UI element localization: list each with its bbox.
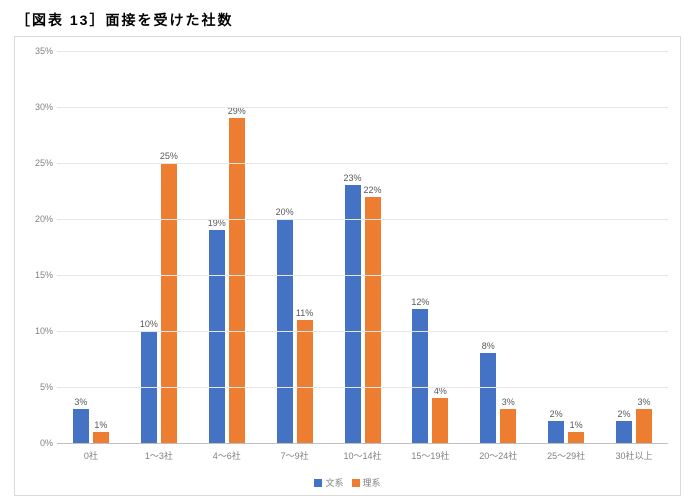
grid-line [57, 51, 668, 52]
x-axis-label: 7～9社 [281, 449, 309, 462]
bar-value-label: 12% [405, 297, 435, 307]
bars-layer: 3%1%10%25%19%29%20%11%23%22%12%4%8%3%2%1… [57, 51, 668, 443]
bar-value-label: 8% [473, 341, 503, 351]
bar [500, 409, 516, 443]
bar-value-label: 1% [86, 420, 116, 430]
x-axis-label: 4～6社 [213, 449, 241, 462]
bar-value-label: 23% [338, 173, 368, 183]
legend: 文系 理系 [15, 476, 680, 489]
grid-line [57, 387, 668, 388]
bar-value-label: 11% [290, 308, 320, 318]
x-axis-label: 10～14社 [343, 449, 381, 462]
legend-label: 文系 [325, 478, 343, 488]
bar-value-label: 20% [270, 207, 300, 217]
bar-value-label: 2% [609, 409, 639, 419]
y-axis-label: 30% [23, 102, 53, 112]
bar [229, 118, 245, 443]
bar-value-label: 25% [154, 151, 184, 161]
x-axis-label: 1～3社 [145, 449, 173, 462]
legend-item: 理系 [352, 476, 381, 489]
bar-value-label: 3% [629, 397, 659, 407]
y-axis-label: 35% [23, 46, 53, 56]
bar [161, 163, 177, 443]
legend-label: 理系 [363, 478, 381, 488]
bar-value-label: 10% [134, 319, 164, 329]
grid-line [57, 219, 668, 220]
plot-area: 3%1%10%25%19%29%20%11%23%22%12%4%8%3%2%1… [57, 51, 668, 443]
y-axis-label: 0% [23, 438, 53, 448]
grid-line [57, 163, 668, 164]
legend-swatch [314, 479, 322, 487]
grid-line [57, 107, 668, 108]
y-axis-label: 25% [23, 158, 53, 168]
bar [568, 432, 584, 443]
y-axis-label: 15% [23, 270, 53, 280]
bar [93, 432, 109, 443]
chart-title: ［図表 13］面接を受けた社数 [16, 10, 681, 30]
x-axis-label: 0社 [84, 449, 98, 462]
bar [412, 309, 428, 443]
bar [209, 230, 225, 443]
bar [616, 421, 632, 443]
y-axis-label: 5% [23, 382, 53, 392]
legend-item: 文系 [314, 476, 343, 489]
legend-swatch [352, 479, 360, 487]
bar-value-label: 3% [493, 397, 523, 407]
grid-line [57, 275, 668, 276]
y-axis-label: 10% [23, 326, 53, 336]
bar-value-label: 22% [358, 185, 388, 195]
x-axis-label: 15～19社 [411, 449, 449, 462]
bar [297, 320, 313, 443]
y-axis-label: 20% [23, 214, 53, 224]
chart-area: 3%1%10%25%19%29%20%11%23%22%12%4%8%3%2%1… [14, 36, 681, 496]
grid-line [57, 443, 668, 444]
bar-value-label: 3% [66, 397, 96, 407]
x-axis-label: 25～29社 [547, 449, 585, 462]
bar [365, 197, 381, 443]
x-axis-label: 20～24社 [479, 449, 517, 462]
x-axis-labels: 0社 1～3社 4～6社 7～9社 10～14社 15～19社 20～24社 25～29社 30… [57, 449, 668, 463]
x-axis-label: 30社以上 [616, 449, 653, 462]
bar [345, 185, 361, 443]
bar [636, 409, 652, 443]
grid-line [57, 331, 668, 332]
bar-value-label: 1% [561, 420, 591, 430]
bar-value-label: 2% [541, 409, 571, 419]
bar [432, 398, 448, 443]
